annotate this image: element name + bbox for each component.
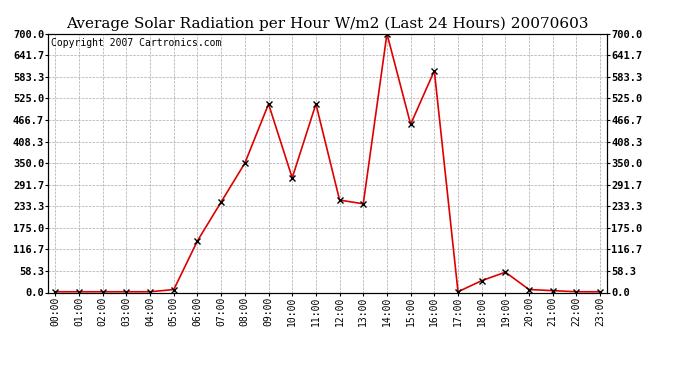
Text: Copyright 2007 Cartronics.com: Copyright 2007 Cartronics.com bbox=[51, 38, 221, 48]
Title: Average Solar Radiation per Hour W/m2 (Last 24 Hours) 20070603: Average Solar Radiation per Hour W/m2 (L… bbox=[66, 17, 589, 31]
